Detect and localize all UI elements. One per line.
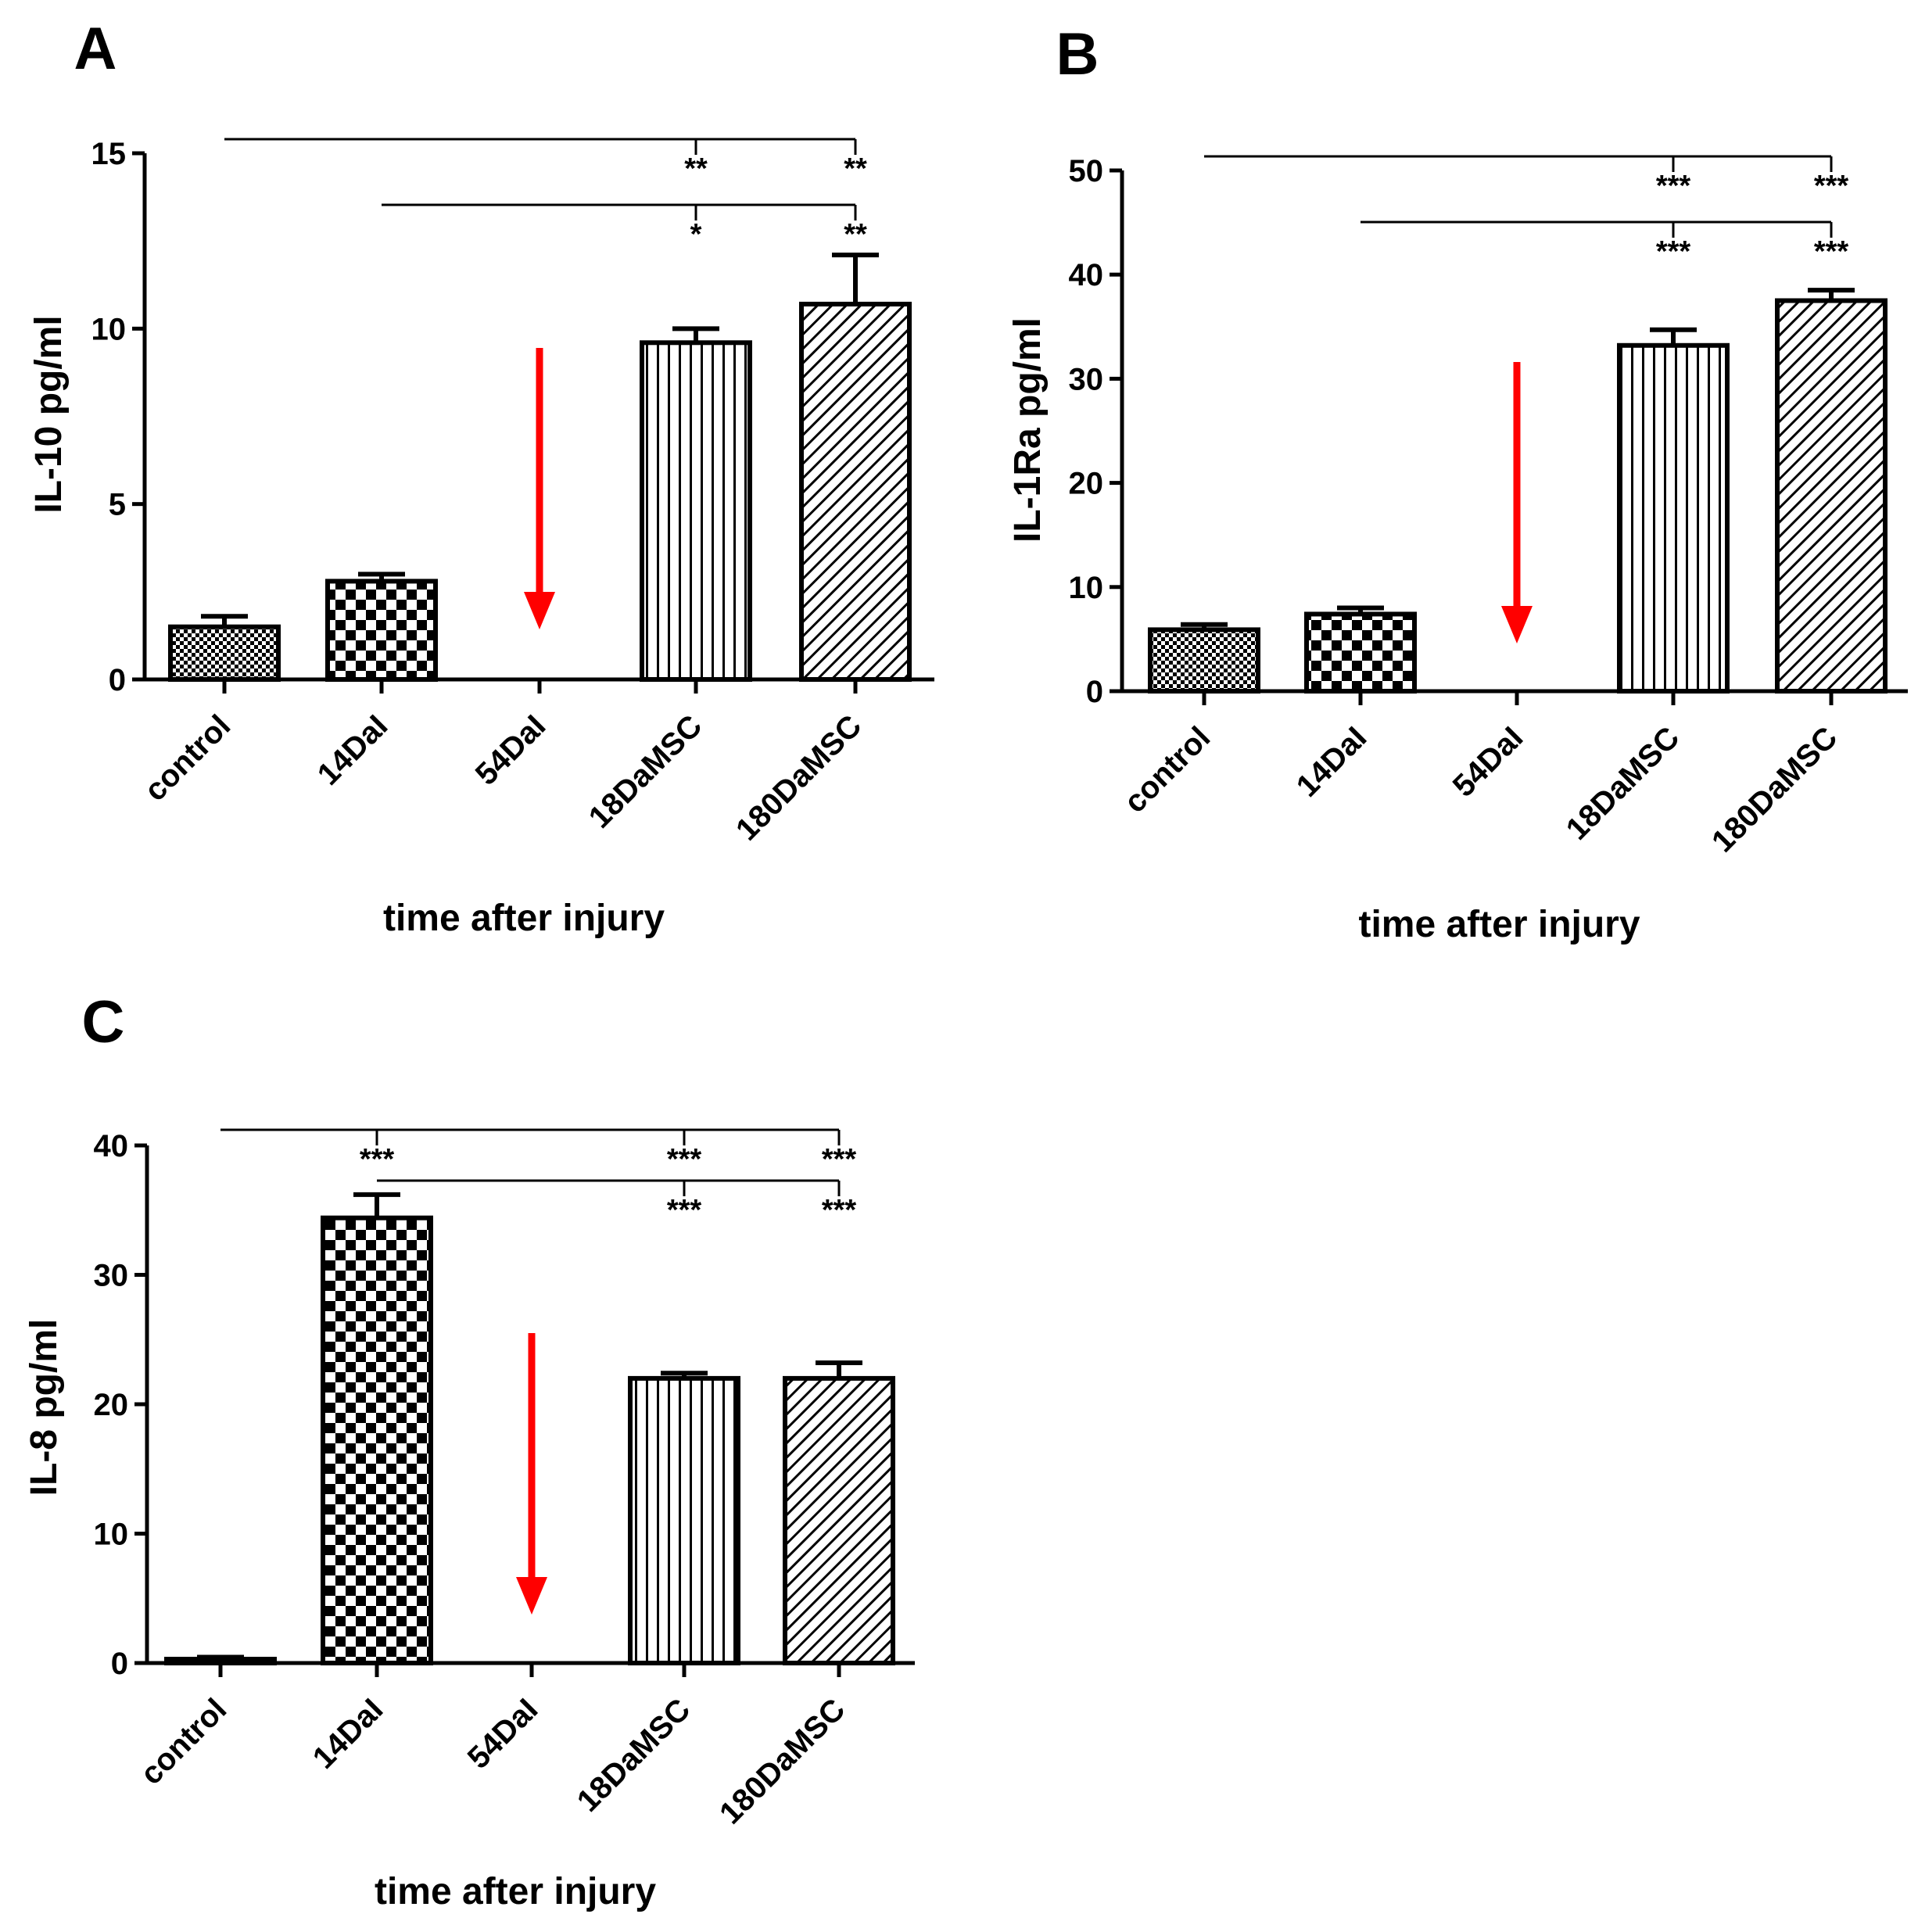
panel-b-bar-control [1148,627,1260,694]
panel-c-significance-label-14dai-18damsc: *** [667,1194,702,1227]
panel-b-x-axis-label: time after injury [1358,904,1640,945]
panel-b-y-axis-label: IL-1Ra pg/ml [1007,317,1049,543]
panel-c-y-tick-label: 10 [94,1518,129,1552]
panel-b-letter: B [1056,21,1099,88]
panel-b-y-tick-label: 50 [1069,154,1104,188]
panel-c-x-axis-label: time after injury [375,1871,656,1912]
panel-a-significance-label-14dai-180damsc: ** [844,218,867,251]
panel-a-significance-label-control-18damsc: ** [684,152,708,185]
panel-b-y-tick-label: 10 [1069,571,1104,605]
panel-c-category-label-180damsc: 180DaMSC [713,1692,851,1830]
panel-a-y-tick-label: 10 [91,312,127,346]
panel-a-x-axis-label: time after injury [383,898,665,939]
panel-b-y-tick-label: 0 [1086,675,1103,709]
panel-b-category-label-18damsc: 18DaMSC [1560,720,1687,847]
panel-a: A 0 5 10 15 IL-10 pg/ml time after injury contr… [28,16,934,939]
panel-c-y-axis-label: IL-8 pg/ml [23,1319,65,1496]
panel-c-bar-180damsc [783,1375,895,1666]
panel-c-significance-label-14dai-180damsc: *** [822,1194,857,1227]
panel-b-red-arrow-head [1501,606,1533,643]
panel-a-y-tick-label: 15 [91,137,127,171]
panel-a-bar-14dai [325,579,438,683]
panel-c-category-label-18damsc: 18DaMSC [571,1692,697,1819]
panel-c-red-arrow-head [516,1577,547,1615]
panel-c-y-tick-label: 20 [94,1388,129,1422]
panel-b-category-label-control: control [1117,720,1217,819]
panel-a-significance-label-14dai-18damsc: * [690,218,702,251]
panel-c-bar-14dai [321,1215,433,1666]
panel-c-y-tick-label: 0 [111,1647,128,1681]
panel-c-significance-label-control-18damsc: *** [667,1143,702,1176]
panel-b-category-label-180damsc: 180DaMSC [1705,720,1844,858]
panel-b-category-label-14dai: 14DaI [1290,720,1374,804]
panel-b-y-tick-label: 30 [1069,362,1104,396]
panel-b: B 0 10 20 30 40 50 IL-1Ra pg/ml time after injur… [1007,21,1908,945]
panel-a-bar-180damsc [799,301,912,682]
panel-a-category-label-180damsc: 180DaMSC [730,708,868,847]
panel-a-y-tick-label: 5 [109,488,126,522]
panel-b-significance-label-control-18damsc: *** [1656,170,1691,203]
panel-c-category-label-control: control [134,1692,233,1791]
panel-a-category-label-control: control [138,708,237,808]
panel-a-bar-18damsc [640,340,752,682]
panel-b-y-tick-label: 40 [1069,258,1104,292]
panel-a-y-axis-label: IL-10 pg/ml [28,315,70,513]
panel-c-category-label-14dai: 14DaI [307,1692,390,1776]
panel-a-red-arrow-head [524,592,555,629]
panel-c-letter: C [82,989,125,1056]
panel-b-category-label-54dai: 54DaI [1447,720,1530,804]
panel-a-category-label-54dai: 54DaI [469,708,553,792]
panel-a-category-label-14dai: 14DaI [311,708,395,792]
panel-c-bar-18damsc [628,1375,740,1666]
panel-c: C 0 10 20 30 40 IL-8 pg/ml time after injury con… [23,989,915,1912]
panel-c-significance-label-control-14dai: *** [360,1143,395,1176]
panel-b-significance-label-14dai-18damsc: *** [1656,235,1691,268]
panel-c-category-label-54dai: 54DaI [461,1692,545,1776]
panel-a-bar-control [168,624,281,683]
panel-a-y-tick-label: 0 [109,663,126,697]
panel-c-y-tick-label: 40 [94,1129,129,1163]
panel-a-letter: A [74,16,117,82]
panel-b-bar-180damsc [1775,298,1888,694]
panel-b-bar-14dai [1304,611,1417,694]
panel-a-significance-label-control-180damsc: ** [844,152,867,185]
panel-b-significance-label-control-180damsc: *** [1814,170,1849,203]
panel-b-bar-18damsc [1617,342,1730,694]
panel-b-y-tick-label: 20 [1069,467,1104,501]
panel-c-bar-control [164,1657,277,1665]
panel-a-category-label-18damsc: 18DaMSC [583,708,709,835]
panel-c-significance-label-control-180damsc: *** [822,1143,857,1176]
panel-b-significance-label-14dai-180damsc: *** [1814,235,1849,268]
panel-c-y-tick-label: 30 [94,1259,129,1293]
